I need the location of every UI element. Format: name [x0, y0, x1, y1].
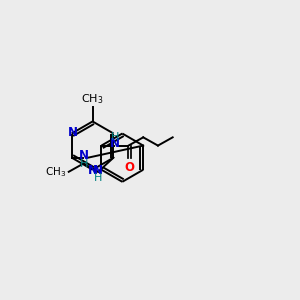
- Text: CH$_3$: CH$_3$: [81, 92, 104, 106]
- Text: N: N: [68, 126, 78, 140]
- Text: N: N: [88, 164, 98, 177]
- Text: O: O: [124, 161, 134, 175]
- Text: N: N: [110, 137, 120, 150]
- Text: H: H: [80, 159, 88, 169]
- Text: CH$_3$: CH$_3$: [46, 166, 67, 179]
- Text: H: H: [94, 173, 102, 183]
- Text: H: H: [110, 132, 119, 142]
- Text: N: N: [79, 149, 89, 162]
- Text: N: N: [93, 164, 103, 177]
